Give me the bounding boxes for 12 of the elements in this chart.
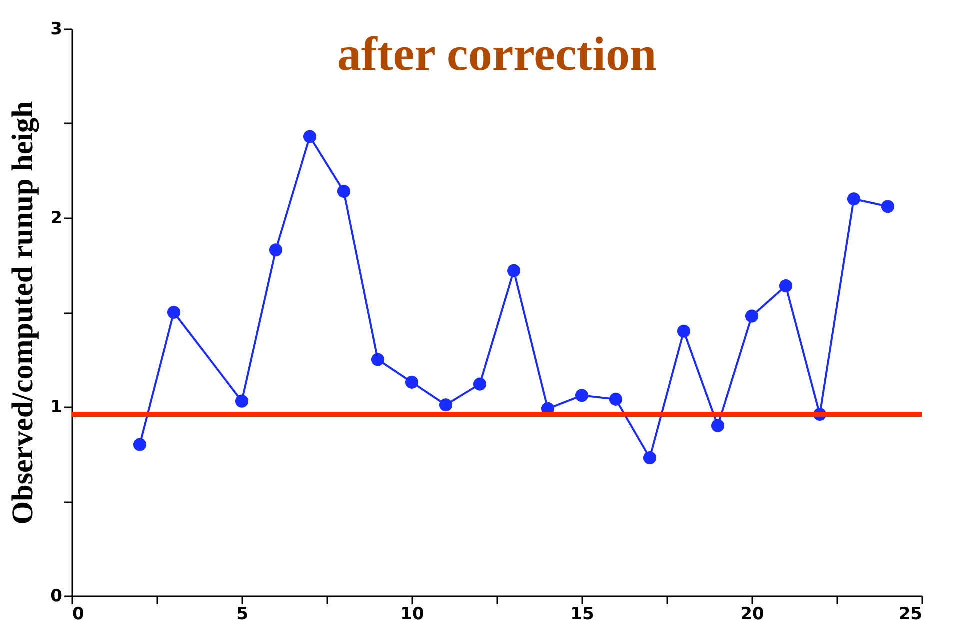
y-tick-label: 2 — [50, 208, 62, 228]
y-axis-title: Observed/computed runup heigh — [6, 100, 40, 525]
x-tick-label: 15 — [570, 604, 594, 624]
y-tick-label: 1 — [50, 398, 62, 418]
x-tick-label: 0 — [72, 604, 84, 624]
x-tick-label: 5 — [236, 604, 248, 624]
x-tick-label: 10 — [400, 604, 424, 624]
y-tick-label: 3 — [50, 20, 62, 40]
chart-title: after correction — [337, 28, 657, 81]
x-tick-label: 25 — [898, 604, 922, 624]
x-tick-label: 20 — [740, 604, 764, 624]
y-tick-label: 0 — [50, 586, 63, 606]
